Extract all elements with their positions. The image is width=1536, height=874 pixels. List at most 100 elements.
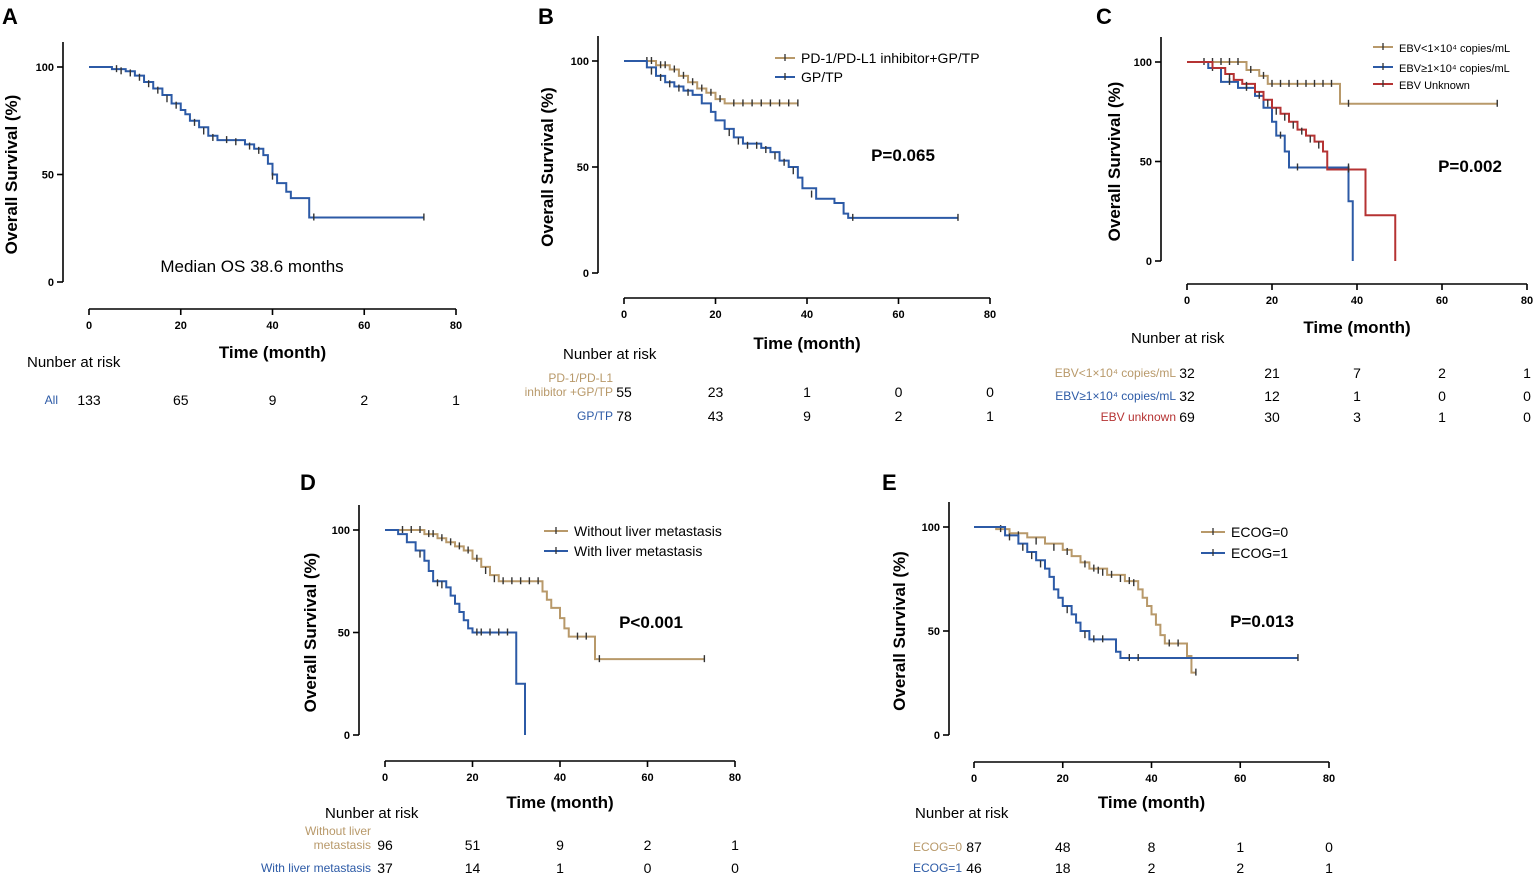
risk-count: 7	[1353, 365, 1361, 381]
x-tick-label: 40	[801, 309, 813, 321]
legend: Without liver metastasis With liver metas…	[544, 523, 722, 559]
risk-count: 0	[731, 860, 739, 874]
p-value: P<0.001	[619, 613, 683, 632]
risk-row-label: GP/TP	[577, 409, 613, 423]
km-series-1	[974, 526, 1299, 662]
y-axis-label: Overall Survival (%)	[890, 551, 909, 711]
x-tick-label: 20	[175, 320, 187, 332]
x-tick-label: 80	[729, 772, 741, 784]
risk-row-label: inhibitor +GP/TP	[525, 385, 613, 399]
risk-count: 32	[1179, 388, 1195, 404]
panel-label: E	[882, 470, 897, 495]
p-value: P=0.013	[1230, 612, 1294, 631]
y-axis-label: Overall Survival (%)	[538, 87, 557, 247]
risk-count: 51	[465, 837, 481, 853]
x-tick-label: 0	[1184, 295, 1190, 307]
risk-count: 23	[708, 384, 724, 400]
risk-row-label: ECOG=0	[913, 840, 962, 854]
risk-row-label: EBV unknown	[1101, 410, 1176, 424]
y-tick-label: 50	[338, 628, 350, 640]
y-tick-label: 100	[332, 525, 350, 537]
x-tick-label: 60	[641, 772, 653, 784]
y-tick-label: 50	[1140, 157, 1152, 169]
legend-label: With liver metastasis	[574, 543, 702, 559]
risk-count: 9	[803, 408, 811, 424]
x-tick-label: 0	[86, 320, 92, 332]
risk-count: 0	[644, 860, 652, 874]
x-axis-label: Time (month)	[753, 334, 860, 353]
x-tick-label: 60	[1436, 295, 1448, 307]
risk-count: 48	[1055, 839, 1071, 855]
risk-count: 18	[1055, 860, 1071, 874]
y-tick-label: 0	[934, 730, 940, 742]
risk-count: 1	[1236, 839, 1244, 855]
x-tick-label: 20	[1266, 295, 1278, 307]
risk-count: 133	[77, 392, 101, 408]
km-curve	[974, 526, 1196, 674]
risk-row-label: PD-1/PD-L1	[548, 371, 613, 385]
risk-count: 0	[1438, 388, 1446, 404]
x-tick-label: 40	[554, 772, 566, 784]
risk-count: 55	[616, 384, 632, 400]
x-tick-label: 20	[1057, 773, 1069, 785]
risk-count: 1	[1438, 409, 1446, 425]
km-series-0	[89, 65, 425, 221]
risk-count: 2	[1236, 860, 1244, 874]
p-value: P=0.002	[1438, 157, 1502, 176]
km-curve	[1187, 61, 1397, 261]
risk-count: 1	[986, 408, 994, 424]
risk-count: 8	[1148, 839, 1156, 855]
risk-count: 1	[452, 392, 460, 408]
y-tick-label: 50	[577, 162, 589, 174]
km-series-0	[624, 57, 799, 107]
median-os-annotation: Median OS 38.6 months	[160, 257, 343, 276]
risk-count: 2	[895, 408, 903, 424]
legend-label: GP/TP	[801, 69, 843, 85]
km-series-0	[974, 525, 1197, 676]
panel-label: C	[1096, 4, 1112, 29]
risk-count: 87	[966, 839, 982, 855]
y-tick-label: 100	[1134, 57, 1152, 69]
legend: ECOG=0 ECOG=1	[1201, 524, 1288, 561]
panel-a: A 0 50 100 Overall Survival (%) 0 20 40 60 80 Time…	[2, 4, 462, 408]
legend-label: EBV≥1×10⁴ copies/mL	[1399, 63, 1510, 75]
p-value: P=0.065	[871, 146, 935, 165]
y-tick-label: 0	[1146, 256, 1152, 268]
risk-table-title: Nunber at risk	[325, 805, 419, 822]
risk-count: 21	[1264, 365, 1280, 381]
km-curve	[974, 526, 1298, 660]
risk-count: 46	[966, 860, 982, 874]
panel-label: B	[538, 4, 554, 29]
x-tick-label: 0	[382, 772, 388, 784]
risk-count: 32	[1179, 365, 1195, 381]
risk-table-title: Nunber at risk	[1131, 330, 1225, 347]
risk-count: 1	[556, 860, 564, 874]
risk-count: 69	[1179, 409, 1195, 425]
risk-count: 2	[1148, 860, 1156, 874]
risk-count: 1	[731, 837, 739, 853]
x-tick-label: 20	[466, 772, 478, 784]
km-series-0	[1187, 58, 1498, 107]
risk-count: 0	[1325, 839, 1333, 855]
y-axis-label: Overall Survival (%)	[1105, 82, 1124, 242]
risk-count: 0	[1523, 388, 1531, 404]
risk-row-label: metastasis	[314, 838, 371, 852]
y-tick-label: 0	[48, 277, 54, 289]
risk-table: Nunber at risk ECOG=0 87 48 8 1 0 ECOG=1 46 18 2 2 1	[913, 805, 1333, 874]
x-tick-label: 80	[984, 309, 996, 321]
risk-count: 2	[360, 392, 368, 408]
x-axis-label: Time (month)	[1303, 318, 1410, 337]
risk-count: 2	[644, 837, 652, 853]
x-tick-label: 40	[1351, 295, 1363, 307]
risk-count: 1	[1325, 860, 1333, 874]
risk-count: 1	[1523, 365, 1531, 381]
x-axis-label: Time (month)	[506, 793, 613, 812]
x-tick-label: 60	[1234, 773, 1246, 785]
km-curve	[385, 529, 526, 735]
y-axis-label: Overall Survival (%)	[301, 553, 320, 713]
legend-label: ECOG=0	[1231, 524, 1288, 540]
